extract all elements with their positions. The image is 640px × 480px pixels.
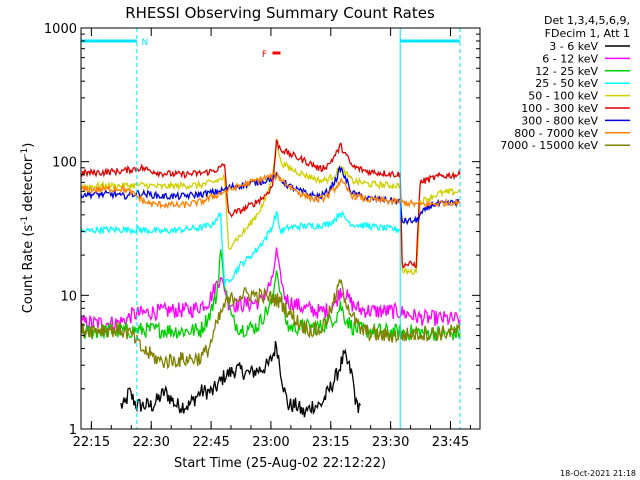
y-axis-label-main: Count Rate (s <box>21 225 36 314</box>
series-line-2 <box>81 249 461 342</box>
legend-label-2: 12 - 25 keV <box>535 65 598 78</box>
x-tick-label-2: 22:45 <box>192 435 229 450</box>
series-line-0 <box>120 340 361 418</box>
flag-label-1: F <box>262 50 267 60</box>
y-tick-label-1: 10 <box>60 289 77 304</box>
legend-label-5: 100 - 300 keV <box>521 102 598 115</box>
legend-label-0: 3 - 6 keV <box>549 40 598 53</box>
legend-label-8: 7000 - 15000 keV <box>500 139 598 152</box>
x-tick-label-3: 23:00 <box>252 435 289 450</box>
y-tick-label-2: 100 <box>52 156 77 171</box>
legend-label-7: 800 - 7000 keV <box>514 127 598 140</box>
series-line-4 <box>81 138 461 276</box>
x-axis-label: Start Time (25-Aug-02 22:12:22) <box>174 456 386 471</box>
y-tick-label-3: 1000 <box>44 22 77 37</box>
series-line-1 <box>81 247 461 333</box>
y-axis-label-mid: detector <box>21 156 36 216</box>
y-axis-label-sup2: -1 <box>20 148 30 157</box>
x-tick-label-5: 23:30 <box>372 435 409 450</box>
x-tick-label-6: 23:45 <box>432 435 469 450</box>
series-line-6 <box>81 164 461 226</box>
series-line-8 <box>81 279 461 370</box>
series-line-7 <box>81 171 461 210</box>
x-tick-label-0: 22:15 <box>73 435 110 450</box>
flag-label-0: N <box>141 38 148 48</box>
legend-label-1: 6 - 12 keV <box>542 52 598 65</box>
x-tick-label-4: 23:15 <box>312 435 349 450</box>
legend-header-1: FDecim 1, Att 1 <box>545 27 630 40</box>
y-axis-label: Count Rate (s-1 detector-1) <box>20 143 36 314</box>
y-axis-label-sup1: -1 <box>20 216 30 225</box>
y-tick-label-0: 1 <box>69 423 77 438</box>
legend-label-4: 50 - 100 keV <box>528 90 598 103</box>
chart-title: RHESSI Observing Summary Count Rates <box>125 4 435 22</box>
legend: Det 1,3,4,5,6,9,FDecim 1, Att 13 - 6 keV… <box>500 14 630 152</box>
series-line-5 <box>81 139 461 269</box>
legend-label-6: 300 - 800 keV <box>521 114 598 127</box>
x-tick-label-1: 22:30 <box>132 435 169 450</box>
plot-frame <box>80 27 481 430</box>
legend-label-3: 25 - 50 keV <box>535 77 598 90</box>
series-line-3 <box>81 210 401 287</box>
legend-header-0: Det 1,3,4,5,6,9, <box>544 14 630 27</box>
y-axis-label-end: ) <box>21 143 36 148</box>
footer-timestamp: 18-Oct-2021 21:18 <box>560 469 636 478</box>
